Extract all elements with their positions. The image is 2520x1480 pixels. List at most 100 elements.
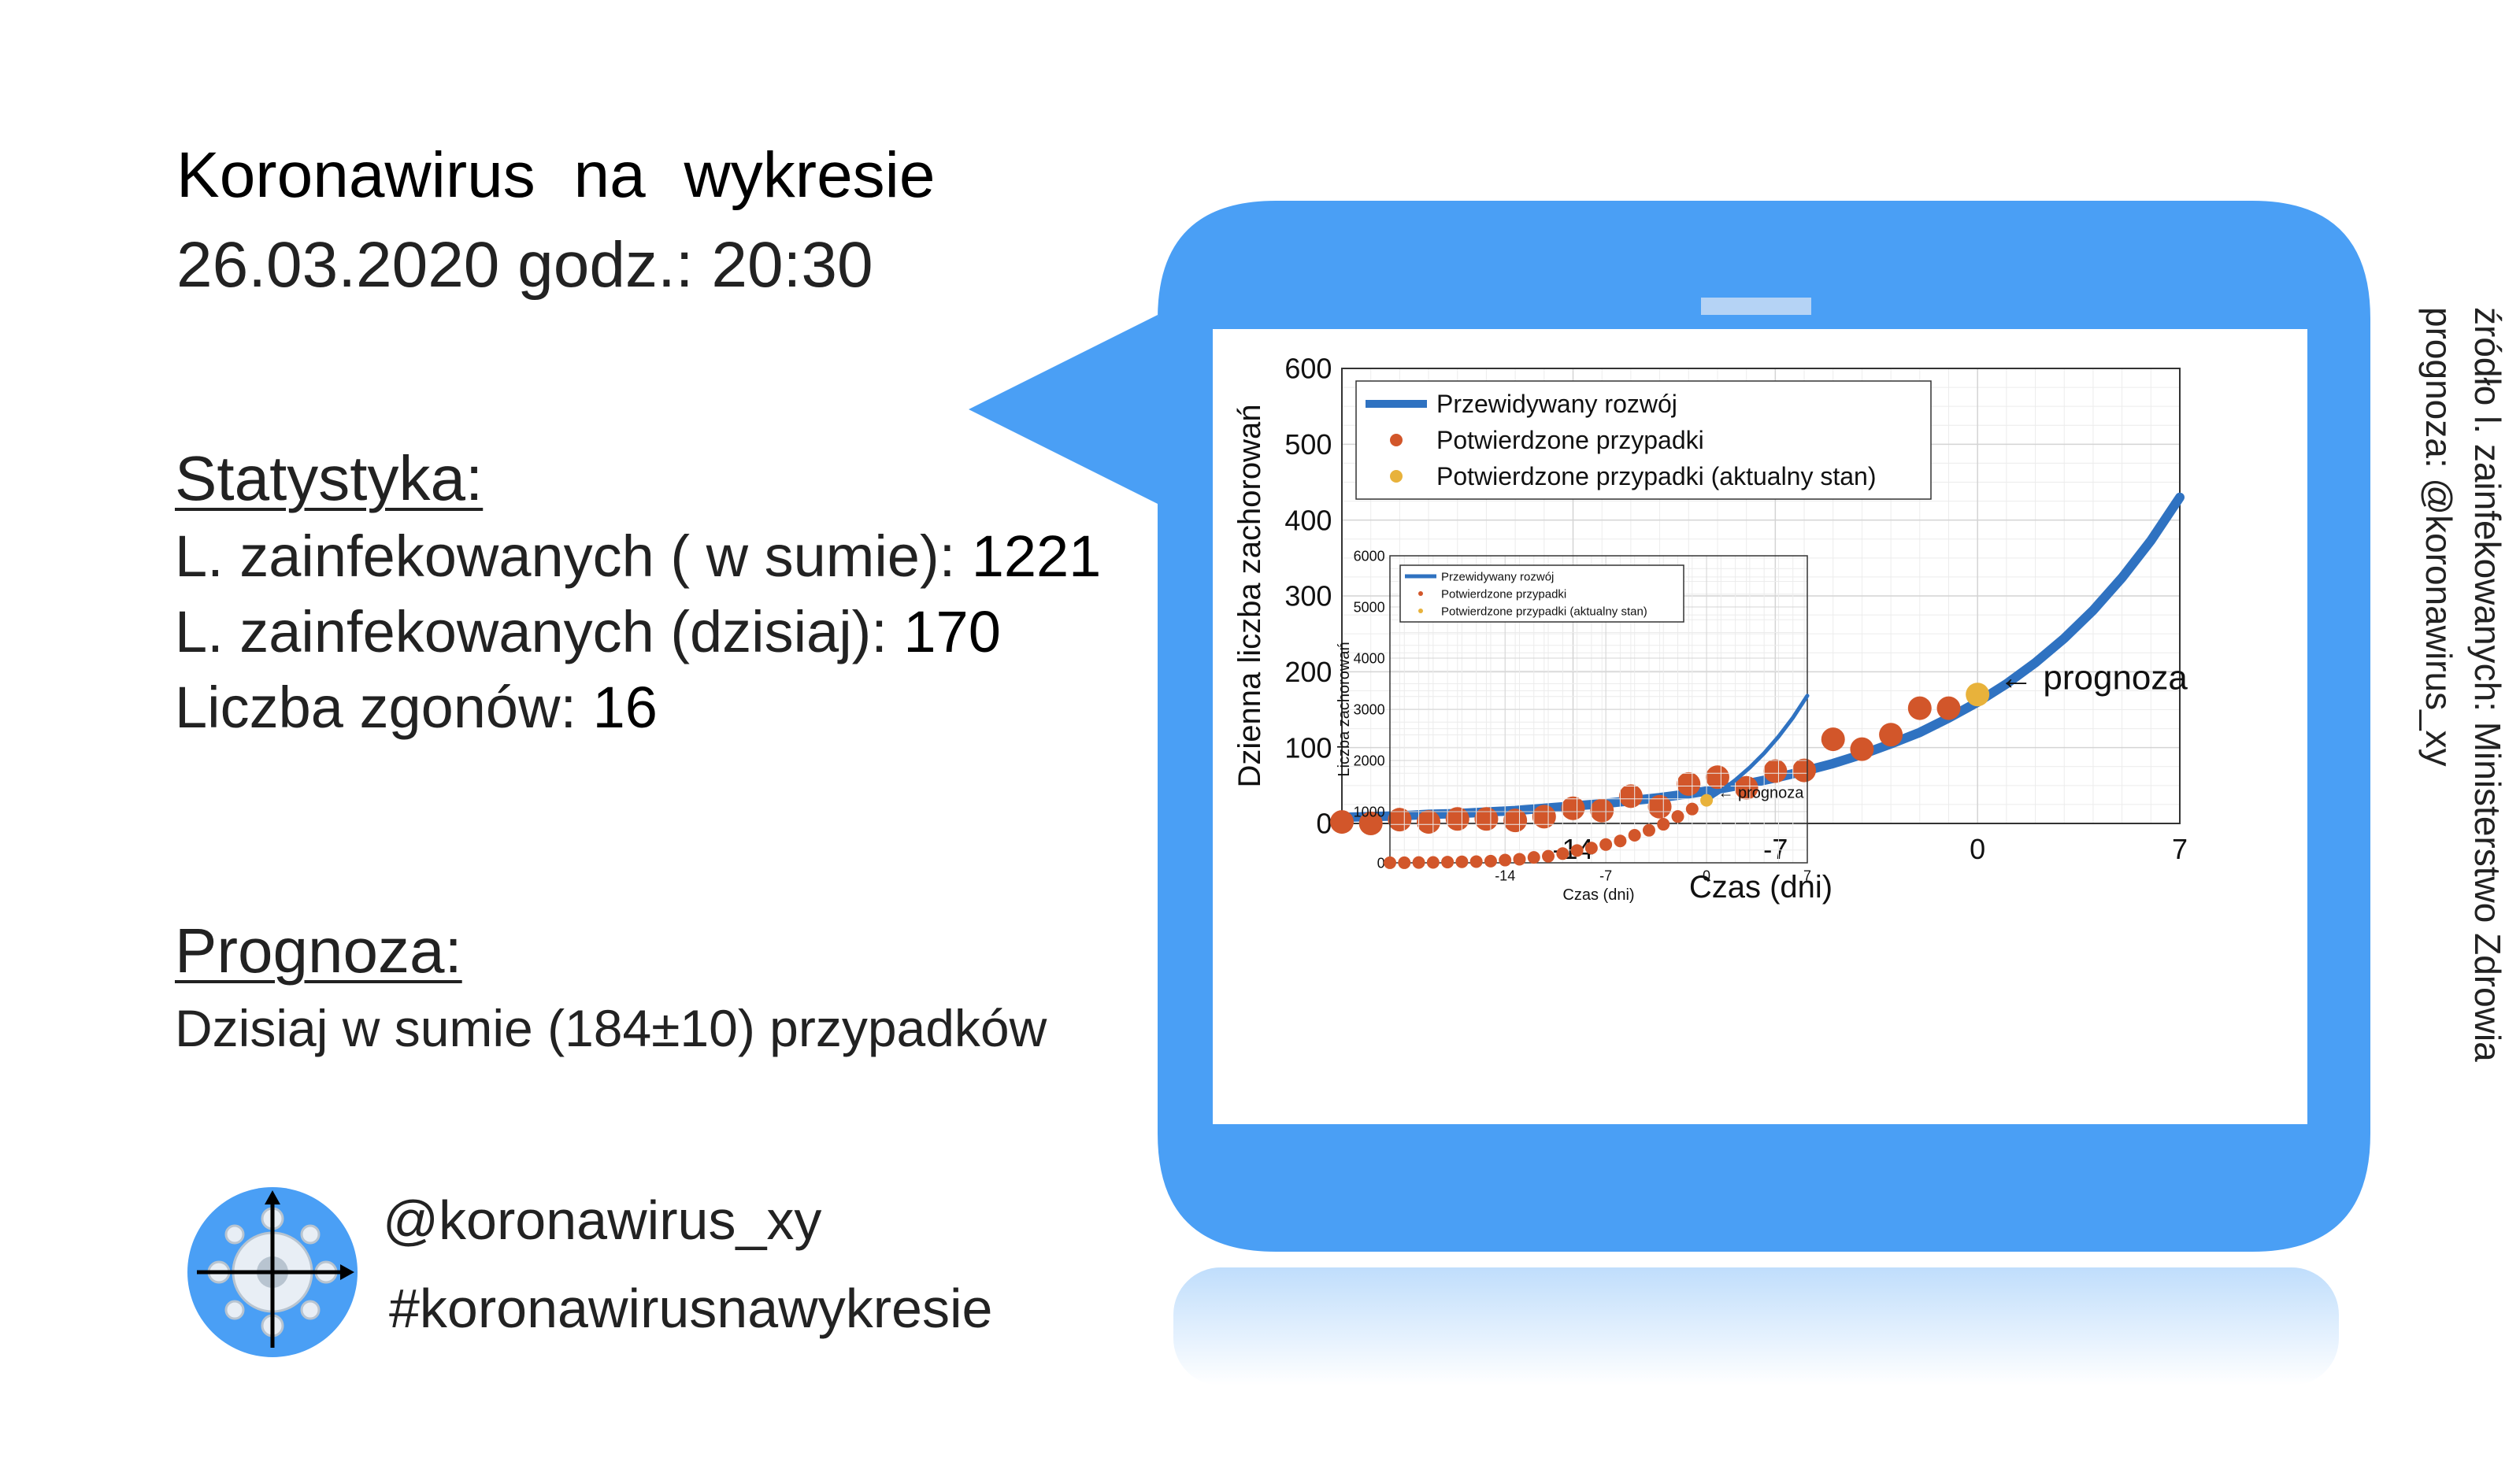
series-line-predicted [1337, 492, 2185, 823]
data-point-confirmed [1936, 696, 1961, 720]
data-point-confirmed [1618, 784, 1643, 808]
data-point-confirmed [1499, 853, 1512, 867]
forecast-heading: Prognoza: [175, 916, 462, 986]
x-tick-label: 7 [2172, 833, 2188, 865]
forecast-text: Dzisiaj w sumie (184±10) przypadków [175, 999, 1047, 1057]
page-title: Koronawirus na wykresie [176, 139, 936, 211]
plot-frame [1389, 555, 1808, 864]
y-tick-label: 6000 [1354, 548, 1385, 564]
data-point-confirmed [1642, 823, 1655, 837]
data-point-confirmed [1358, 812, 1383, 835]
tape-strip [1701, 298, 1811, 315]
y-tick-label: 0 [1377, 855, 1385, 871]
legend-entry: Przewidywany rozwój [1441, 570, 1554, 583]
data-point-confirmed [1513, 853, 1526, 866]
y-tick-label: 400 [1284, 504, 1332, 536]
legend-entry: Potwierdzone przypadki [1441, 587, 1566, 601]
data-point-current [1700, 794, 1714, 807]
data-point-confirmed [1907, 696, 1932, 720]
plot-frame [1341, 368, 2181, 824]
source-line-data: źródło l. zainfekowanych: Ministerstwo Z… [2467, 307, 2508, 1062]
data-point-current [1966, 683, 1990, 707]
data-point-confirmed [1484, 854, 1497, 868]
social-handle: @koronawirus_xy [383, 1190, 822, 1251]
legend: Przewidywany rozwój Potwierdzone przypadk… [1399, 564, 1684, 623]
data-point-confirmed [1561, 796, 1585, 820]
stat-label: Liczba zgonów: [175, 675, 593, 740]
data-point-confirmed [1584, 842, 1598, 855]
y-tick-label: 2000 [1354, 753, 1385, 768]
legend-swatch-point [1390, 470, 1403, 483]
data-point-confirmed [1330, 810, 1354, 834]
x-axis-label: Czas (dni) [1562, 886, 1634, 904]
forecast-annotation: ← prognoza [1718, 785, 1804, 802]
legend-box [1355, 380, 1932, 500]
legend-swatch-point [1390, 434, 1403, 446]
date-time: 26.03.2020 godz.: 20:30 [176, 229, 873, 301]
data-point-confirmed [1542, 849, 1555, 863]
data-point-confirmed [1850, 737, 1874, 761]
y-tick-label: 1000 [1354, 804, 1385, 820]
stat-today-infected: L. zainfekowanych (dzisiaj): 170 [175, 598, 1001, 665]
statistics-heading: Statystyka: [175, 443, 484, 513]
bubble-reflection [1173, 1267, 2339, 1386]
data-point-confirmed [1412, 856, 1425, 869]
stat-value: 1221 [971, 524, 1102, 589]
main-chart: -14 -7 0 7 0 100 200 300 400 500 600 Czas (dni) Dzie… [1232, 353, 2188, 905]
y-tick-label: 3000 [1354, 701, 1385, 717]
legend-entry: Przewidywany rozwój [1436, 390, 1677, 418]
legend-entry: Potwierdzone przypadki (aktualny stan) [1436, 462, 1877, 490]
x-tick-label: -7 [1599, 868, 1612, 884]
stat-value: 16 [592, 675, 658, 740]
data-point-confirmed [1527, 851, 1540, 864]
y-tick-label: 200 [1284, 656, 1332, 688]
stat-label: L. zainfekowanych ( w sumie): [175, 524, 972, 589]
data-point-confirmed [1469, 855, 1483, 868]
data-point-confirmed [1671, 810, 1684, 823]
data-point-confirmed [1474, 807, 1499, 831]
data-point-confirmed [1763, 759, 1788, 783]
series-line-predicted [1704, 694, 1810, 803]
source-line-forecast: prognoza: @koronawirus_xy [2418, 307, 2459, 767]
main-plot: -14 -7 0 7 0 100 200 300 400 500 600 Czas (dni) Dzie… [1232, 353, 2188, 905]
data-point-confirmed [1657, 818, 1670, 831]
data-point-confirmed [1388, 808, 1412, 832]
data-point-confirmed [1503, 808, 1528, 833]
data-point-confirmed [1455, 855, 1469, 868]
y-tick-label: 600 [1284, 353, 1332, 385]
data-point-confirmed [1570, 844, 1584, 857]
data-point-confirmed [1685, 802, 1699, 816]
data-point-confirmed [1647, 794, 1672, 819]
stat-deaths: Liczba zgonów: 16 [175, 674, 658, 741]
data-point-confirmed [1441, 856, 1455, 869]
y-axis-label: Liczba zachorowań [1336, 642, 1353, 776]
data-point-confirmed [1734, 775, 1758, 800]
data-point-confirmed [1590, 798, 1614, 823]
stat-total-infected: L. zainfekowanych ( w sumie): 1221 [175, 523, 1101, 590]
y-tick-label: 4000 [1354, 650, 1385, 666]
y-tick-label: 500 [1284, 428, 1332, 461]
y-tick-label: 100 [1284, 731, 1332, 764]
data-point-confirmed [1384, 856, 1396, 869]
source-note: źródło l. zainfekowanych: Ministerstwo Z… [2378, 307, 2520, 1141]
data-point-confirmed [1792, 758, 1817, 783]
data-point-confirmed [1628, 829, 1641, 842]
stat-label: L. zainfekowanych (dzisiaj): [175, 599, 904, 664]
x-tick-label: -14 [1495, 868, 1515, 884]
y-axis-label: Dzienna liczba zachorowań [1232, 405, 1267, 788]
legend-swatch-point [1418, 609, 1423, 613]
forecast-annotation: ← prognoza [1999, 659, 2188, 697]
data-point-confirmed [1599, 838, 1613, 851]
stat-value: 170 [903, 599, 1001, 664]
data-point-confirmed [1445, 807, 1469, 831]
data-point-confirmed [1532, 805, 1556, 829]
legend: Przewidywany rozwój Potwierdzone przypadk… [1355, 380, 1932, 500]
data-point-confirmed [1417, 810, 1441, 834]
chart-card: -14 -7 0 7 0 100 200 300 400 500 600 Czas (dni) Dzie… [1213, 329, 2307, 1124]
x-axis-label: Czas (dni) [1689, 870, 1833, 905]
data-point-confirmed [1398, 856, 1411, 869]
legend-entry: Potwierdzone przypadki [1436, 426, 1704, 454]
x-tick-label: 0 [1703, 868, 1710, 884]
data-point-confirmed [1556, 847, 1569, 860]
y-tick-label: 300 [1284, 580, 1332, 612]
